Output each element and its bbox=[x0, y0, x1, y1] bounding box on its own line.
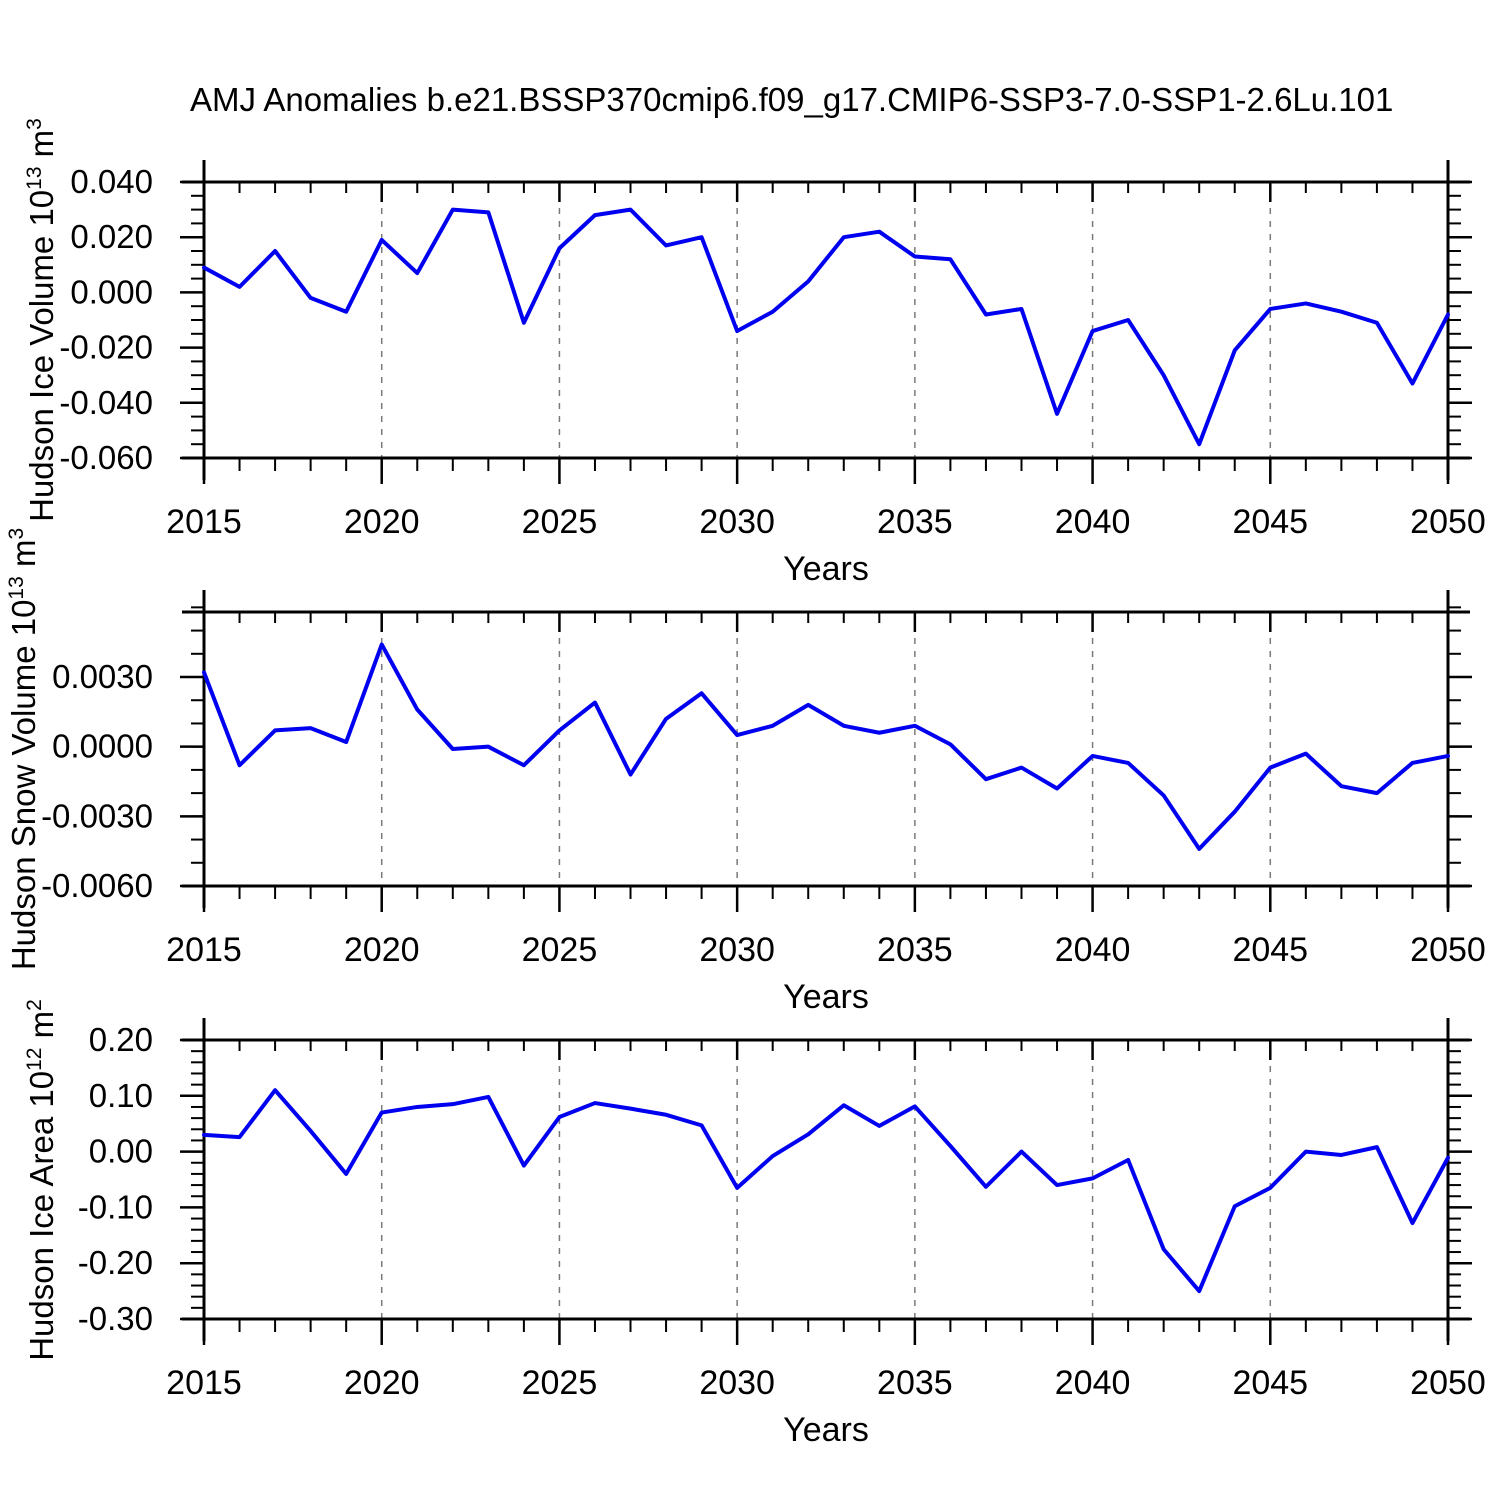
hudson-ice-area-x-tick-label: 2050 bbox=[1410, 1364, 1486, 1402]
hudson-ice-volume-y-tick-label: 0.020 bbox=[70, 218, 153, 255]
ylabel-unit: m bbox=[23, 129, 60, 167]
ylabel-exponent: 12 bbox=[23, 1047, 46, 1071]
hudson-ice-area-x-tick-label: 2045 bbox=[1232, 1364, 1308, 1402]
hudson-ice-area-x-tick-label: 2025 bbox=[522, 1364, 598, 1402]
ylabel-exponent: 13 bbox=[23, 166, 46, 190]
hudson-ice-area-y-tick-label: -0.20 bbox=[78, 1244, 153, 1281]
hudson-ice-volume-x-tick-label: 2035 bbox=[877, 503, 953, 541]
hudson-ice-area-x-tick-label: 2030 bbox=[699, 1364, 775, 1402]
hudson-snow-volume-x-tick-label: 2015 bbox=[166, 931, 242, 969]
ylabel-unit-exponent: 3 bbox=[23, 118, 46, 130]
ylabel-unit: m bbox=[23, 1010, 60, 1048]
hudson-snow-volume-y-tick-label: 0.0000 bbox=[52, 728, 153, 765]
hudson-ice-volume-x-tick-label: 2015 bbox=[166, 503, 242, 541]
ylabel-unit-exponent: 3 bbox=[5, 527, 28, 540]
hudson-ice-area-xlabel: Years bbox=[783, 1411, 869, 1449]
hudson-ice-volume-line bbox=[202, 207, 1450, 447]
ylabel-exponent: 13 bbox=[5, 576, 28, 600]
hudson-snow-volume-x-tick-label: 2035 bbox=[877, 931, 953, 969]
hudson-snow-volume-line bbox=[202, 642, 1450, 851]
hudson-snow-volume-x-tick-label: 2025 bbox=[522, 931, 598, 969]
hudson-snow-volume-y-tick-label: 0.0030 bbox=[52, 658, 153, 695]
hudson-ice-area-y-tick-label: -0.10 bbox=[78, 1188, 153, 1225]
hudson-ice-volume-x-tick-label: 2020 bbox=[344, 503, 420, 541]
hudson-ice-area-x-tick-label: 2015 bbox=[166, 1364, 242, 1402]
ylabel-unit-exponent: 2 bbox=[23, 999, 46, 1011]
hudson-ice-area-y-tick-label: 0.20 bbox=[89, 1021, 153, 1058]
ylabel-hudson-ice-area: Hudson Ice Area 1012 m2 bbox=[20, 880, 64, 1480]
hudson-ice-area-x-tick-label: 2020 bbox=[344, 1364, 420, 1402]
hudson-ice-area-y-tick-label: 0.10 bbox=[89, 1077, 153, 1114]
hudson-ice-volume-x-tick-label: 2050 bbox=[1410, 503, 1486, 541]
hudson-ice-volume-y-tick-label: -0.040 bbox=[59, 384, 153, 421]
hudson-ice-area-y-tick-label: 0.00 bbox=[89, 1133, 153, 1170]
hudson-snow-volume-y-tick-label: -0.0030 bbox=[41, 797, 153, 834]
hudson-snow-volume-x-tick-label: 2040 bbox=[1055, 931, 1131, 969]
hudson-snow-volume-x-tick-label: 2050 bbox=[1410, 931, 1486, 969]
hudson-snow-volume-x-tick-label: 2045 bbox=[1232, 931, 1308, 969]
hudson-snow-volume-xlabel: Years bbox=[783, 978, 869, 1016]
hudson-ice-area-x-tick-label: 2035 bbox=[877, 1364, 953, 1402]
hudson-ice-volume-xlabel: Years bbox=[783, 550, 869, 588]
hudson-ice-volume-y-tick-label: -0.020 bbox=[59, 329, 153, 366]
hudson-ice-volume-y-tick-label: -0.060 bbox=[59, 439, 153, 476]
hudson-ice-area-x-tick-label: 2040 bbox=[1055, 1364, 1131, 1402]
hudson-snow-volume-x-tick-label: 2020 bbox=[344, 931, 420, 969]
hudson-snow-volume-y-tick-label: -0.0060 bbox=[41, 867, 153, 904]
hudson-ice-area-y-tick-label: -0.30 bbox=[78, 1300, 153, 1337]
ylabel-text: Hudson Ice Area 10 bbox=[23, 1070, 60, 1361]
hudson-ice-volume-y-tick-label: 0.040 bbox=[70, 163, 153, 200]
hudson-ice-volume-x-tick-label: 2045 bbox=[1232, 503, 1308, 541]
hudson-ice-volume-x-tick-label: 2030 bbox=[699, 503, 775, 541]
hudson-ice-area-line bbox=[202, 1088, 1450, 1294]
figure-title: AMJ Anomalies b.e21.BSSP370cmip6.f09_g17… bbox=[190, 81, 1394, 118]
hudson-snow-volume-x-tick-label: 2030 bbox=[699, 931, 775, 969]
ylabel-unit: m bbox=[5, 539, 42, 577]
hudson-ice-volume-x-tick-label: 2040 bbox=[1055, 503, 1131, 541]
hudson-ice-volume-y-tick-label: 0.000 bbox=[70, 273, 153, 310]
hudson-ice-volume-x-tick-label: 2025 bbox=[522, 503, 598, 541]
